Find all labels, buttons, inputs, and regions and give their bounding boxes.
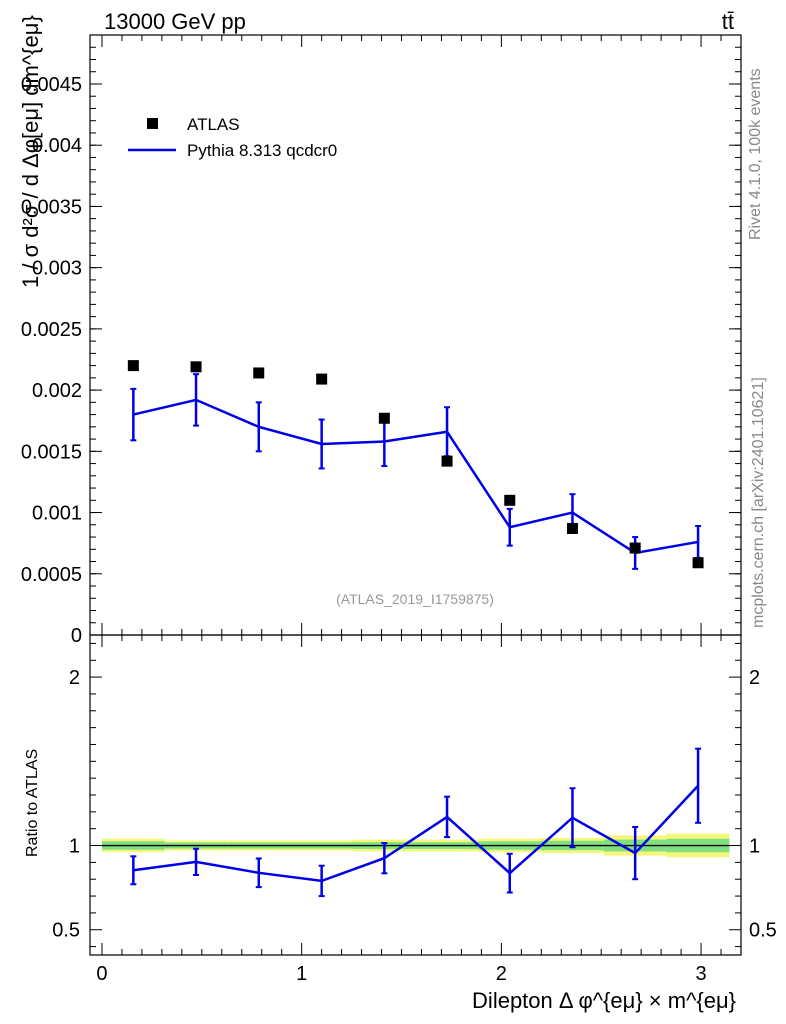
- legend-atlas-marker: [147, 118, 158, 129]
- legend: ATLAS Pythia 8.313 qcdcr0: [128, 115, 337, 160]
- energy-label: 13000 GeV pp: [104, 9, 246, 34]
- atlas-data-point: [378, 412, 390, 424]
- main-y-tick-label: 0.004: [32, 135, 82, 157]
- main-mc-series: [130, 373, 702, 570]
- process-label: tt̄: [722, 9, 734, 34]
- legend-pythia-label: Pythia 8.313 qcdcr0: [187, 141, 337, 160]
- main-watermark: (ATLAS_2019_I1759875): [336, 591, 494, 607]
- atlas-data-point: [629, 542, 641, 554]
- main-y-tick-label: 0.0045: [21, 74, 82, 96]
- atlas-data-point: [316, 373, 328, 385]
- main-y-tick-label: 0.001: [32, 503, 82, 525]
- main-y-tick-label: 0.0015: [21, 441, 82, 463]
- legend-atlas-label: ATLAS: [187, 115, 240, 134]
- x-tick-label: 0: [96, 963, 107, 985]
- ratio-y-tick-label: 2: [69, 667, 80, 689]
- main-panel: 0 0.0005 0.001 0.0015 0.002 0.0025 0.003 0.0035…: [18, 15, 742, 647]
- rivet-version-label: Rivet 4.1.0, 100k events: [747, 68, 764, 240]
- main-y-tick-label: 0.0025: [21, 319, 82, 341]
- ratio-y-tick-label-right: 2: [749, 667, 760, 689]
- atlas-data-point: [504, 494, 516, 506]
- atlas-data-point: [253, 367, 265, 379]
- atlas-data-point: [127, 360, 139, 372]
- atlas-data-point: [566, 522, 578, 534]
- main-tick-labels: 0 0.0005 0.001 0.0015 0.002 0.0025 0.003 0.0035…: [21, 74, 82, 647]
- ratio-y-tick-label: 1: [69, 836, 80, 858]
- main-y-axis-label: 1 / σ d²σ / d Δφ[eμ] dm^{eμ}: [18, 15, 43, 288]
- ratio-axis-ticks: [90, 635, 741, 955]
- atlas-data-point: [692, 557, 704, 569]
- atlas-data-point: [190, 361, 202, 373]
- ratio-frame: [89, 634, 742, 956]
- ratio-y-tick-label: 0.5: [52, 920, 80, 942]
- mcplots-label: mcplots.cern.ch [arXiv:2401.10621]: [750, 377, 767, 628]
- main-y-tick-label: 0.003: [32, 258, 82, 280]
- x-tick-label: 3: [695, 963, 706, 985]
- main-y-tick-label: 0.0035: [21, 196, 82, 218]
- x-axis-label: Dilepton Δ φ^{eμ} × m^{eμ}: [472, 988, 736, 1013]
- x-tick-label: 1: [296, 963, 307, 985]
- atlas-data-point: [441, 455, 453, 467]
- main-y-tick-label: 0.002: [32, 380, 82, 402]
- ratio-tick-labels: 0.5 0.5 1 1 2 2 0 1 2 3: [52, 667, 777, 985]
- main-y-tick-label: 0: [71, 625, 82, 647]
- ratio-y-axis-label: Ratio to ATLAS: [24, 749, 41, 857]
- ratio-mc-series: [130, 747, 702, 898]
- ratio-y-tick-label-right: 0.5: [749, 920, 777, 942]
- mc-line: [133, 398, 699, 555]
- main-data-series: [127, 360, 704, 569]
- ratio-panel: 0.5 0.5 1 1 2 2 0 1 2 3 Ratio to ATLAS Dilepton Δ…: [24, 634, 777, 1013]
- ratio-y-tick-label-right: 1: [749, 836, 760, 858]
- main-y-tick-label: 0.0005: [21, 564, 82, 586]
- ratio-mc-line: [133, 784, 699, 883]
- x-tick-label: 2: [496, 963, 507, 985]
